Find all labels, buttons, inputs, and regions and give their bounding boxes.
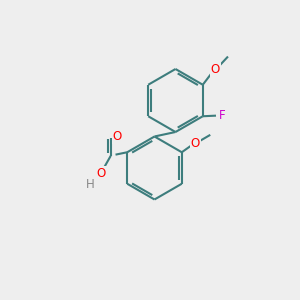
Text: O: O	[191, 137, 200, 150]
Text: H: H	[86, 178, 95, 190]
Text: O: O	[211, 63, 220, 76]
Text: O: O	[113, 130, 122, 143]
Text: F: F	[219, 109, 226, 122]
Text: O: O	[97, 167, 106, 180]
